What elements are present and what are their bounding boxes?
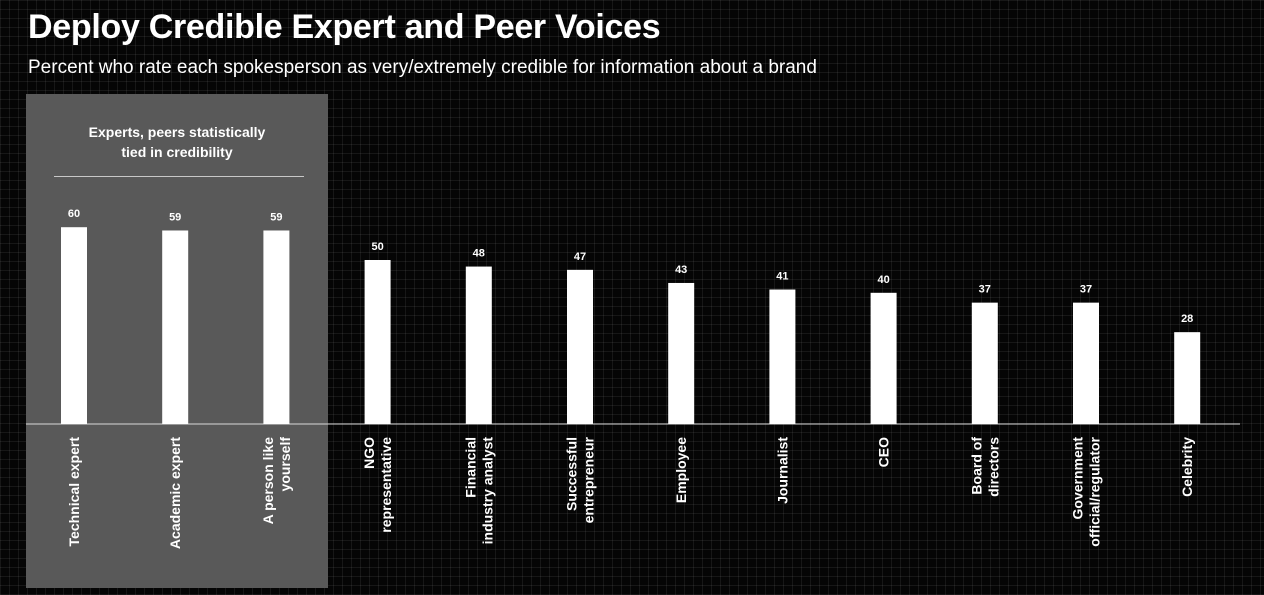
category-label: NGOrepresentative	[361, 437, 394, 533]
bar-value-label: 40	[877, 274, 889, 286]
category-label: Board ofdirectors	[968, 437, 1001, 497]
category-label-line: Financial	[462, 437, 478, 498]
category-label-line: Board of	[968, 437, 984, 495]
category-label-line: representative	[378, 437, 394, 533]
bar	[263, 230, 290, 424]
bar-value-label: 47	[574, 251, 586, 263]
bar-value-label: 37	[979, 284, 991, 296]
bar-value-label: 37	[1080, 284, 1092, 296]
highlight-label-line: tied in credibility	[121, 144, 233, 160]
category-label: Financialindustry analyst	[462, 437, 495, 545]
category-label-line: NGO	[361, 437, 377, 469]
category-label-line: CEO	[876, 437, 892, 467]
bar	[668, 282, 695, 424]
bar-value-label: 50	[371, 241, 383, 253]
bar	[364, 260, 391, 424]
category-label-line: yourself	[277, 437, 293, 492]
category-label-line: industry analyst	[479, 437, 495, 545]
bar	[465, 266, 492, 424]
bar	[1073, 302, 1099, 424]
category-label-line: Employee	[673, 437, 689, 503]
bar-value-label: 41	[776, 271, 788, 283]
highlight-label-line: Experts, peers statistically	[88, 124, 266, 140]
chart-title: Deploy Credible Expert and Peer Voices	[28, 8, 661, 46]
category-label-line: Academic expert	[167, 437, 183, 549]
bar	[971, 302, 998, 424]
category-label: Journalist	[774, 437, 790, 504]
category-label: CEO	[876, 437, 892, 467]
bar	[162, 230, 189, 424]
category-label: Technical expert	[66, 437, 82, 547]
category-label: Successfulentrepreneur	[564, 436, 597, 523]
category-label-line: Government	[1070, 437, 1086, 520]
bar	[870, 292, 897, 424]
category-label-line: A person like	[260, 437, 276, 525]
bar-value-label: 59	[169, 211, 181, 223]
bar-value-label: 59	[270, 211, 282, 223]
bar	[769, 289, 796, 424]
category-label: Celebrity	[1179, 437, 1195, 497]
bar-value-label: 43	[675, 264, 687, 276]
bar-value-label: 60	[68, 208, 80, 220]
category-label-line: Celebrity	[1179, 437, 1195, 497]
highlight-divider	[54, 176, 304, 177]
category-label-line: Technical expert	[66, 437, 82, 547]
category-label: Governmentofficial/regulator	[1070, 436, 1103, 546]
category-label: A person likeyourself	[260, 437, 293, 525]
bar-value-label: 48	[473, 248, 485, 260]
bar	[61, 227, 87, 424]
category-label-line: Successful	[564, 437, 580, 511]
bar	[567, 269, 593, 424]
bar	[1174, 332, 1201, 424]
chart-subtitle: Percent who rate each spokesperson as ve…	[28, 57, 817, 78]
bar-value-label: 28	[1181, 313, 1193, 325]
category-label: Academic expert	[167, 437, 183, 549]
category-label-line: Journalist	[774, 437, 790, 504]
category-label-line: entrepreneur	[581, 436, 597, 523]
category-label-line: official/regulator	[1087, 436, 1103, 546]
category-label-line: directors	[985, 437, 1001, 497]
highlight-label: Experts, peers statistically tied in cre…	[26, 122, 328, 162]
category-label: Employee	[673, 437, 689, 503]
